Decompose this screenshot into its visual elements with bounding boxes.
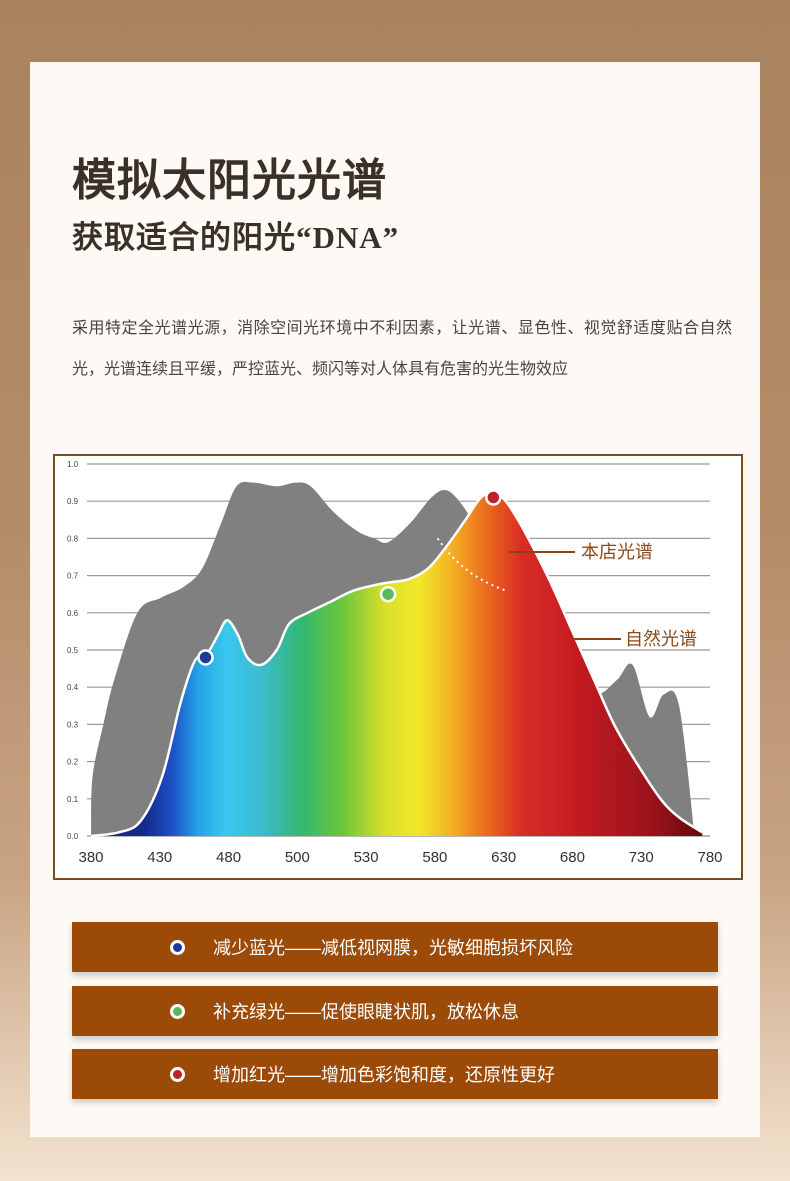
x-tick-label: 680 <box>560 849 585 866</box>
y-tick-label: 0.4 <box>67 683 79 692</box>
x-tick-label: 380 <box>78 849 103 866</box>
legend-bar-blue: 减少蓝光——减低视网膜，光敏细胞损坏风险 <box>72 922 718 972</box>
legend-bar-red: 增加红光——增加色彩饱和度，还原性更好 <box>72 1049 718 1099</box>
y-tick-label: 0.8 <box>67 534 79 543</box>
y-tick-label: 0.9 <box>67 497 79 506</box>
y-tick-label: 0.5 <box>67 646 79 655</box>
y-tick-label: 0.7 <box>67 572 79 581</box>
x-tick-label: 500 <box>285 849 310 866</box>
description-text: 采用特定全光谱光源，消除空间光环境中不利因素，让光谱、显色性、视觉舒适度贴合自然… <box>72 320 732 378</box>
y-tick-label: 0.3 <box>67 720 79 729</box>
x-tick-label: 780 <box>697 849 722 866</box>
y-tick-label: 0.6 <box>67 609 79 618</box>
y-tick-label: 0.0 <box>67 832 79 841</box>
legend-bar-green: 补充绿光——促使眼睫状肌，放松休息 <box>72 986 718 1036</box>
green-dot-icon <box>170 1003 185 1019</box>
y-tick-label: 0.2 <box>67 758 79 767</box>
page-subtitle: 获取适合的阳光“DNA” <box>72 220 400 255</box>
series-store-area <box>91 493 703 836</box>
y-tick-label: 1.0 <box>67 460 79 469</box>
natural-dotted-line <box>436 537 507 592</box>
x-tick-label: 630 <box>491 849 516 866</box>
x-tick-label: 430 <box>147 849 172 866</box>
x-tick-label: 730 <box>629 849 654 866</box>
legend-text-green: 补充绿光——促使眼睫状肌，放松休息 <box>213 1002 519 1022</box>
legend-panel: 减少蓝光——减低视网膜，光敏细胞损坏风险 补充绿光——促使眼睫状肌，放松休息 增… <box>58 908 732 1132</box>
content-card: 模拟太阳光光谱 获取适合的阳光“DNA” 采用特定全光谱光源，消除空间光环境中不… <box>30 62 760 1137</box>
marker-2 <box>485 489 502 506</box>
y-tick-label: 0.1 <box>67 795 79 804</box>
annotation-label-1: 自然光谱 <box>625 629 697 649</box>
marker-1 <box>379 585 397 603</box>
x-tick-label: 580 <box>422 849 447 866</box>
spectrum-chart: 本店光谱自然光谱 0.0 0.1 0.2 0.3 0.4 0.5 0.6 0.7 0.8 0.9 1… <box>53 454 743 880</box>
legend-text-blue: 减少蓝光——减低视网膜，光敏细胞损坏风险 <box>213 938 573 958</box>
annotation-label-0: 本店光谱 <box>581 542 653 562</box>
page-title: 模拟太阳光光谱 <box>72 156 387 205</box>
legend-text-red: 增加红光——增加色彩饱和度，还原性更好 <box>213 1065 555 1085</box>
x-tick-label: 480 <box>216 849 241 866</box>
red-dot-icon <box>170 1066 185 1082</box>
x-tick-label: 530 <box>354 849 379 866</box>
blue-dot-icon <box>170 939 185 955</box>
marker-0 <box>197 649 214 666</box>
